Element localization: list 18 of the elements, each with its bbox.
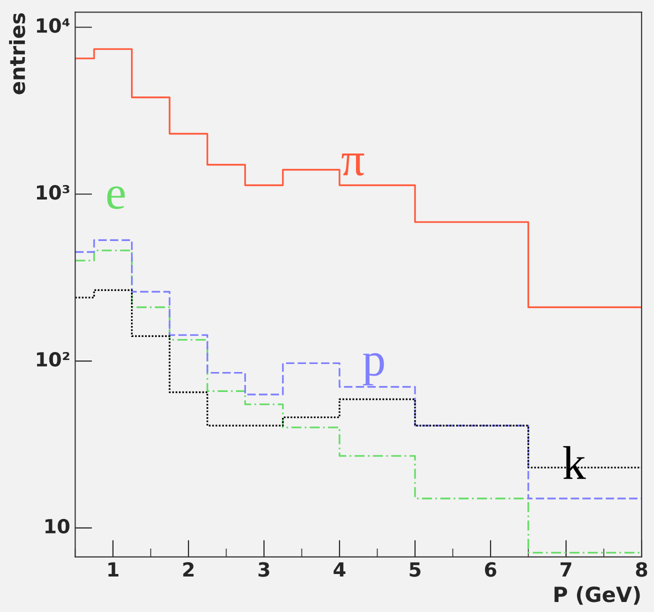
- x-tick-label: 5: [410, 562, 420, 577]
- x-tick-label: 4: [334, 562, 346, 577]
- x-tick-label: 3: [258, 562, 270, 577]
- y-axis-title: entries: [9, 13, 26, 94]
- x-tick-label: 7: [560, 562, 572, 577]
- x-tick-label: 6: [484, 562, 496, 577]
- series-label: k: [563, 446, 586, 479]
- y-tick-label: 10⁴: [36, 18, 70, 33]
- y-tick-label: 10³: [36, 185, 70, 200]
- x-axis-title: P (GeV): [554, 586, 640, 605]
- x-tick-label: 8: [636, 562, 648, 577]
- series-label: π: [342, 154, 364, 176]
- series-label: e: [107, 186, 125, 210]
- x-tick-label: 2: [183, 562, 194, 577]
- series-label: p: [362, 353, 384, 386]
- y-tick-label: 10: [45, 518, 70, 534]
- y-tick-label: 10²: [36, 352, 70, 367]
- x-tick-label: 1: [108, 562, 118, 577]
